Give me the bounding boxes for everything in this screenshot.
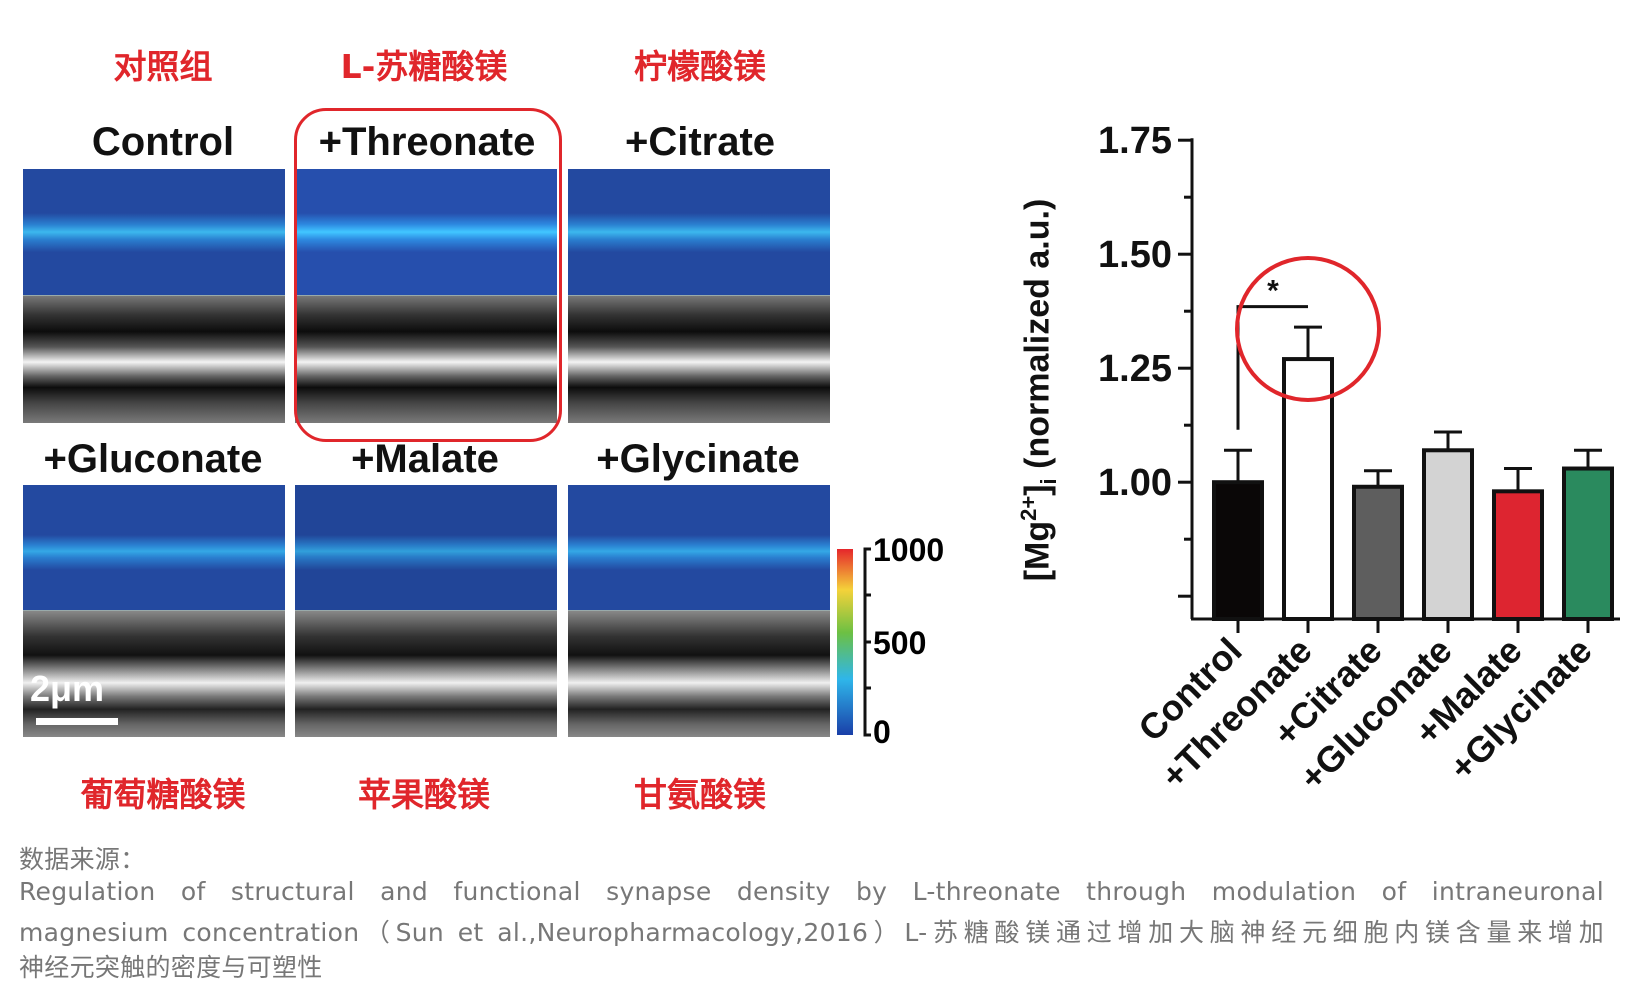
bar-chart: 1.751.501.251.00Control+Threonate+Citrat… (1098, 120, 1620, 798)
fluorescence-image-threonate (295, 169, 557, 295)
y-label-sup: 2+ (1015, 495, 1041, 521)
scale-bar (36, 718, 118, 725)
fluorescence-image-gluconate (23, 485, 285, 610)
bar-malate (1492, 489, 1544, 622)
brightfield-image-glycinate (568, 610, 830, 737)
caption-line-1: Regulation of structural and functional … (19, 877, 1604, 906)
label-malate-cn: 苹果酸镁 (358, 775, 490, 814)
panel-header-threonate: +Threonate (318, 120, 536, 164)
colorbar-tick-0: 0 (873, 714, 891, 750)
label-gluconate-cn: 葡萄糖酸镁 (80, 775, 246, 814)
colorbar-tick-500: 500 (873, 625, 927, 661)
y-label-sub: i (1036, 478, 1062, 485)
highlight-box-threonate (294, 108, 562, 442)
bar-control (1212, 480, 1264, 622)
caption-line-2: magnesium concentration（Sun et al.,Neuro… (19, 918, 1604, 947)
panel-header-citrate: +Citrate (624, 120, 776, 164)
brightfield-image-malate (295, 610, 557, 737)
fluorescence-image-control (23, 169, 285, 295)
source-label: 数据来源： (19, 845, 146, 874)
scale-bar-label: 2μm (30, 668, 105, 709)
brightfield-image-control (23, 295, 285, 423)
bar-citrate (1352, 484, 1404, 622)
bar-gluconate (1422, 448, 1474, 621)
bar-glycinate (1562, 466, 1614, 621)
significance-bracket (1236, 305, 1308, 430)
brightfield-image-gluconate (23, 610, 285, 737)
brightfield-image-citrate (568, 295, 830, 423)
y-label-tail: (normalized a.u.) (1018, 198, 1057, 479)
panel-header-control: Control (91, 120, 235, 164)
colorbar-tick-1000: 1000 (873, 532, 945, 568)
colorbar (837, 549, 853, 735)
y-axis-label: [Mg2+]i (normalized a.u.) (1016, 199, 1062, 582)
y-label-main: [Mg (1018, 520, 1057, 582)
fluorescence-image-glycinate (568, 485, 830, 610)
label-citrate-cn: 柠檬酸镁 (634, 47, 766, 86)
colorbar-axis (863, 547, 871, 737)
y-tick-label-1.00: 1.00 (1098, 462, 1172, 504)
caption-line-3: 神经元突触的密度与可塑性 (19, 953, 323, 982)
highlight-circle (1235, 256, 1381, 402)
fluorescence-image-citrate (568, 169, 830, 295)
label-glycinate-cn: 甘氨酸镁 (634, 775, 766, 814)
label-threonate-cn: L-苏糖酸镁 (340, 47, 508, 86)
brightfield-image-threonate (295, 295, 557, 423)
panel-header-gluconate: +Gluconate (43, 437, 263, 481)
significance-star: * (1267, 275, 1279, 308)
y-tick-label-1.25: 1.25 (1098, 348, 1172, 390)
panel-header-malate: +Malate (351, 437, 499, 481)
label-control-cn: 对照组 (113, 47, 213, 86)
y-tick-label-1.75: 1.75 (1098, 120, 1172, 162)
panel-header-glycinate: +Glycinate (596, 437, 800, 481)
y-label-bracket: ] (1018, 484, 1057, 496)
y-tick-label-1.50: 1.50 (1098, 234, 1172, 276)
fluorescence-image-malate (295, 485, 557, 610)
